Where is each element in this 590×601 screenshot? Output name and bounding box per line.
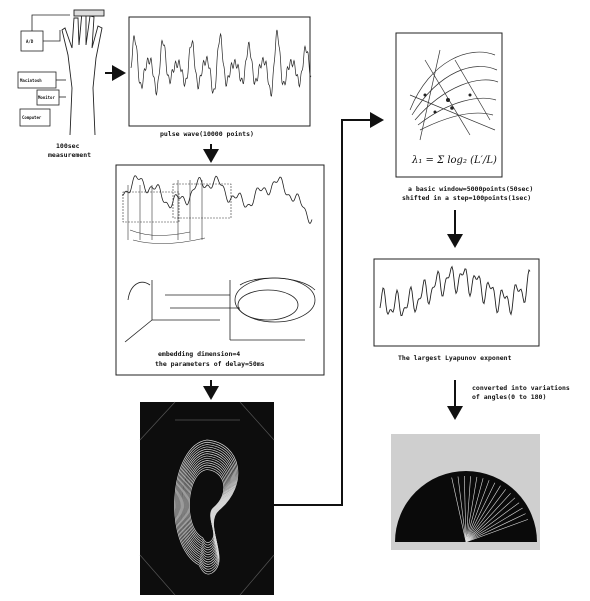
lyapunov-method-caption-line1: a basic window=5000points(50sec) bbox=[408, 185, 533, 193]
lyapunov-plot-caption: The largest Lyapunov exponent bbox=[398, 354, 512, 362]
embedding-caption-line2: the parameters of delay=50ms bbox=[155, 360, 265, 368]
angle-ray bbox=[465, 513, 526, 543]
attractor-loop bbox=[179, 451, 233, 563]
angle-ray bbox=[465, 507, 523, 543]
angle-ray bbox=[465, 493, 511, 543]
measurement-caption-line1: 100sec bbox=[56, 142, 80, 150]
angle-ray bbox=[465, 476, 478, 543]
connector-to-lyapunov-method bbox=[274, 112, 384, 506]
lyapunov-method-caption-line2: shifted in a step=100points(1sec) bbox=[402, 194, 531, 202]
angle-ray bbox=[465, 502, 520, 543]
angle-ray bbox=[465, 476, 471, 543]
embedding-wave-trace bbox=[121, 175, 313, 225]
attractor-loop bbox=[187, 466, 226, 546]
attractor-image bbox=[139, 401, 275, 596]
box-label-ad: A/D bbox=[26, 39, 34, 44]
pulse-wave-panel: pulse wave(10000 points) bbox=[128, 16, 312, 138]
angle-ray bbox=[465, 478, 484, 543]
angle-ray bbox=[465, 480, 490, 543]
conversion-caption-line1: converted into variations bbox=[472, 384, 570, 392]
lyapunov-formula: λ₁ = Σ log₂ (L′/L) bbox=[411, 155, 497, 166]
measurement-setup: A/D Macintosh Monitor Computer 100sec me… bbox=[17, 9, 105, 159]
angle-ray bbox=[451, 477, 467, 543]
attractor-loop bbox=[177, 446, 235, 568]
pulse-wave-caption: pulse wave(10000 points) bbox=[160, 130, 254, 138]
angle-ray bbox=[465, 485, 501, 543]
box-label-macintosh: Macintosh bbox=[20, 78, 42, 83]
lyapunov-exponent-trace bbox=[379, 265, 531, 317]
hand-drawing bbox=[61, 9, 105, 136]
angle-ray bbox=[465, 497, 516, 543]
angle-ray bbox=[457, 476, 467, 543]
angle-ray bbox=[465, 519, 529, 543]
lyapunov-method-panel: λ₁ = Σ log₂ (L′/L) a basic window=5000po… bbox=[395, 32, 533, 202]
attractor-loop bbox=[186, 464, 227, 548]
angle-ray bbox=[465, 489, 506, 543]
embedding-caption-line1: embedding dimension=4 bbox=[158, 350, 240, 358]
box-label-computer: Computer bbox=[22, 115, 42, 120]
angle-ray bbox=[464, 475, 467, 543]
lyapunov-plot-panel: The largest Lyapunov exponent bbox=[373, 258, 540, 362]
angle-semicircle-plot bbox=[391, 434, 540, 550]
measurement-caption-line2: measurement bbox=[48, 151, 91, 159]
attractor-loop bbox=[174, 439, 239, 575]
attractor-loop bbox=[178, 448, 234, 565]
box-label-monitor: Monitor bbox=[38, 95, 55, 100]
embedding-panel: embedding dimension=4 the parameters of … bbox=[115, 164, 325, 376]
attractor-loop bbox=[189, 469, 225, 543]
embedding-axes-sketch bbox=[124, 277, 316, 343]
attractor-loop bbox=[185, 462, 228, 551]
conversion-caption-line2: of angles(0 to 180) bbox=[472, 393, 546, 401]
pulse-wave-trace bbox=[130, 29, 312, 97]
attractor-loop bbox=[176, 444, 237, 570]
attractor-loop bbox=[175, 441, 238, 572]
angle-ray bbox=[465, 482, 496, 543]
